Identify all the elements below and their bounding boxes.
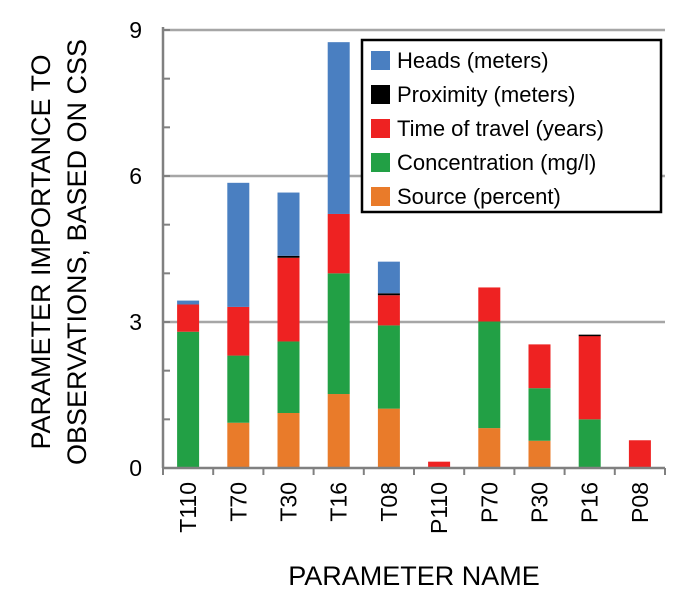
x-tick-label-T08: T08	[376, 482, 402, 522]
bar-T08-time-segment	[377, 295, 400, 326]
bar-T70-time-segment	[227, 306, 250, 356]
legend-swatch-proximity	[371, 85, 390, 104]
bar-T70-concentration-segment	[227, 355, 250, 423]
y-tick-labels: 0 3 6 9	[129, 17, 142, 481]
x-tick-label-P110: P110	[426, 482, 452, 534]
bar-T110-heads-segment	[177, 300, 200, 305]
legend-swatch-time	[371, 119, 390, 138]
legend-label-heads: Heads (meters)	[397, 48, 549, 73]
y-tick-label-9: 9	[129, 17, 142, 43]
x-tick-label-T110: T110	[175, 482, 201, 533]
bar-T08-heads-segment	[377, 261, 400, 294]
x-axis-title: PARAMETER NAME	[288, 561, 540, 591]
bar-T30-time-segment	[277, 257, 300, 342]
bar-P30-concentration-segment	[528, 388, 551, 441]
x-tick-label-T16: T16	[326, 482, 352, 522]
bar-P70-source-segment	[478, 428, 501, 468]
legend-box	[360, 38, 663, 214]
legend-label-source: Source (percent)	[397, 184, 561, 209]
y-tick-label-6: 6	[129, 163, 142, 189]
bar-P70-concentration-segment	[478, 321, 501, 429]
bar-T16-source-segment	[327, 394, 350, 468]
bar-T110-concentration-segment	[177, 331, 200, 468]
bar-P08-time-segment	[628, 440, 651, 468]
bar-T16-concentration-segment	[327, 273, 350, 395]
y-axis-title-line-1: PARAMETER IMPORTANCE TO	[26, 54, 56, 449]
bar-P70-time-segment	[478, 287, 501, 322]
legend-swatch-concentration	[371, 153, 390, 172]
bar-T30-heads-segment	[277, 192, 300, 256]
bar-T30-concentration-segment	[277, 341, 300, 414]
bar-T16-heads-segment	[327, 42, 350, 214]
bar-T70-source-segment	[227, 422, 250, 468]
axes	[161, 27, 666, 475]
legend-swatch-source	[371, 187, 390, 206]
y-tick-label-0: 0	[129, 455, 142, 481]
legend-label-proximity: Proximity (meters)	[397, 82, 575, 107]
y-tick-label-3: 3	[129, 309, 142, 335]
bar-T08-concentration-segment	[377, 325, 400, 409]
bar-P16-proximity-segment	[578, 334, 601, 337]
legend-label-time: Time of travel (years)	[397, 116, 604, 141]
legend-swatch-heads	[371, 51, 390, 70]
x-tick-labels: T110 T70 T30 T16 T08 P110 P70 P30 P16 P08	[175, 482, 653, 534]
legend: Heads (meters) Proximity (meters) Time of …	[360, 38, 663, 214]
x-tick-label-P16: P16	[577, 482, 603, 523]
bar-P16-time-segment	[578, 335, 601, 420]
x-tick-label-T30: T30	[276, 482, 302, 522]
bar-P110-time-segment	[428, 461, 451, 468]
bar-T30-source-segment	[277, 413, 300, 468]
legend-label-concentration: Concentration (mg/l)	[397, 150, 596, 175]
bar-P30-time-segment	[528, 344, 551, 389]
bar-T08-proximity-segment	[377, 293, 400, 296]
bars	[177, 42, 651, 468]
x-tick-label-P08: P08	[627, 482, 653, 523]
bar-T30-proximity-segment	[277, 255, 300, 258]
bar-P16-concentration-segment	[578, 419, 601, 468]
bar-T110-time-segment	[177, 304, 200, 332]
x-tick-label-P30: P30	[527, 482, 553, 523]
bar-T70-heads-segment	[227, 182, 250, 307]
bar-T08-source-segment	[377, 408, 400, 468]
bar-P30-source-segment	[528, 440, 551, 468]
bar-T16-time-segment	[327, 213, 350, 274]
x-tick-label-T70: T70	[225, 482, 251, 522]
y-axis-title-line-2: OBSERVATIONS, BASED ON CSS	[62, 39, 92, 465]
x-tick-label-P70: P70	[476, 482, 502, 523]
